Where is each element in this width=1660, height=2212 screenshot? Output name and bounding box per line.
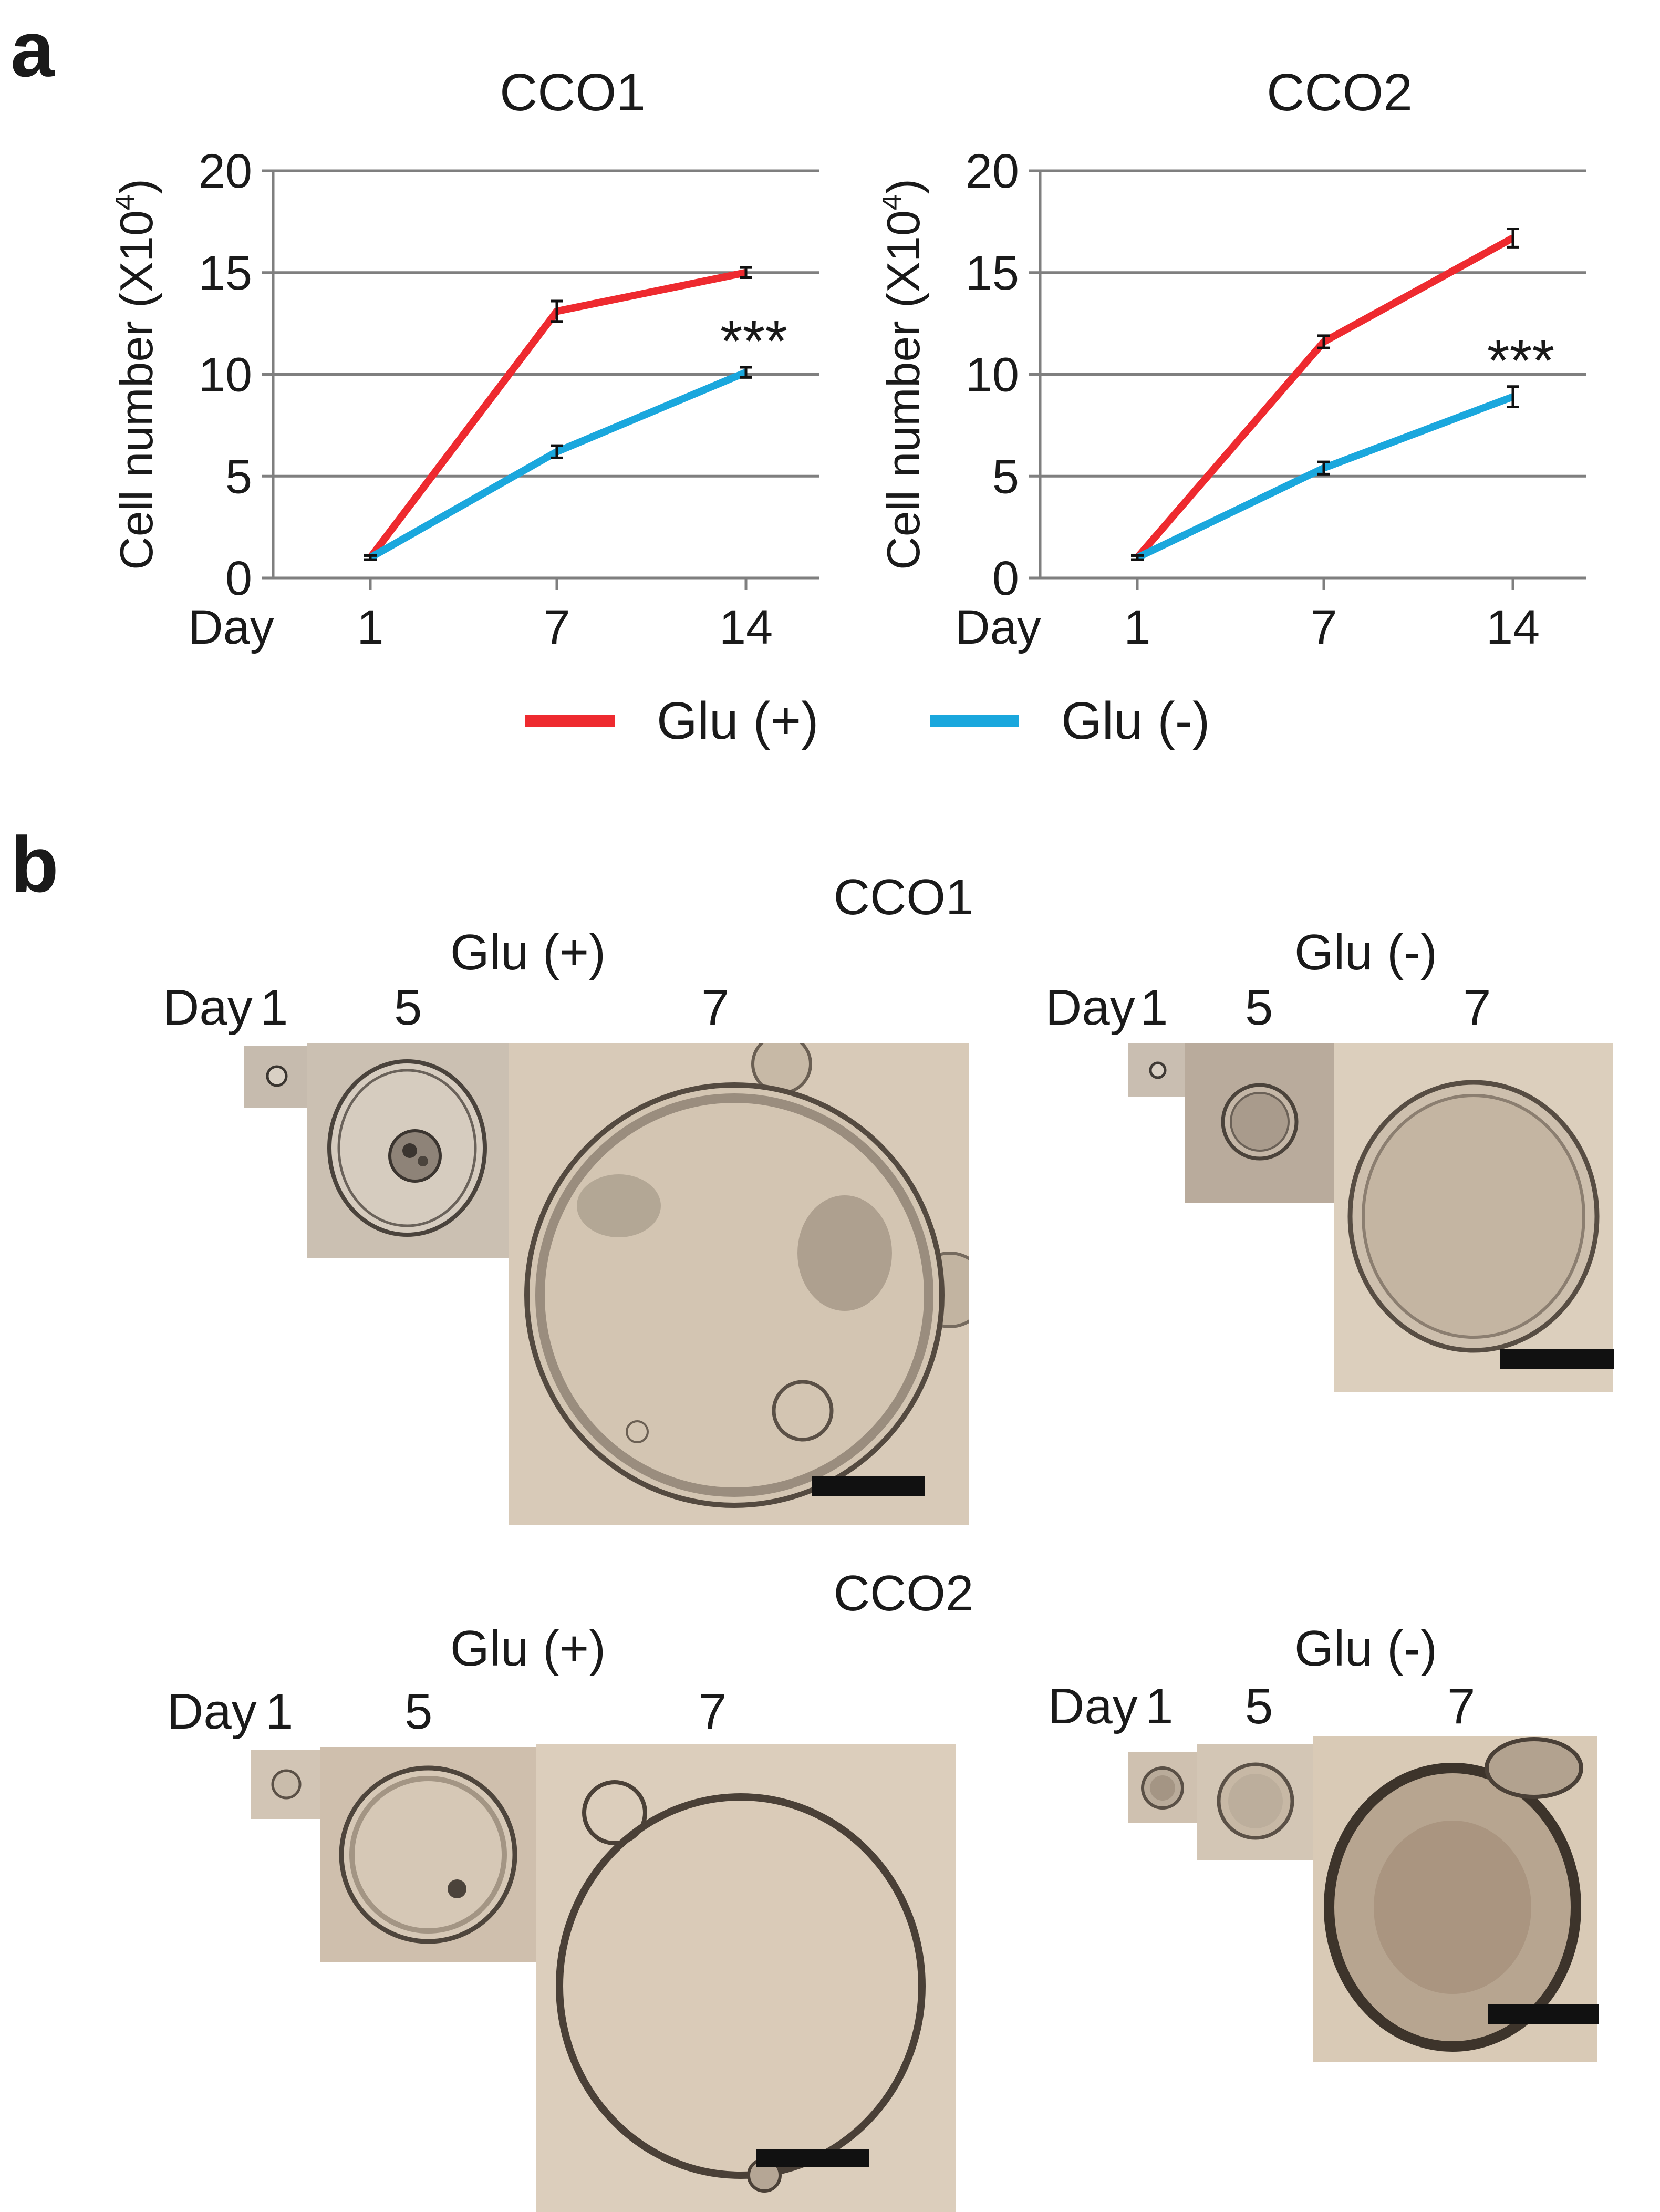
micrograph-cco2-glu-plus-day5: [320, 1747, 536, 1962]
scale-bar-cco2-glu-plus: [756, 2149, 869, 2167]
legend-label-glu-minus: Glu (-): [1061, 691, 1210, 750]
legend-swatch-glu-plus: [525, 715, 615, 727]
cco1-glu-plus-day-label: Day: [163, 979, 253, 1036]
cco2-glu-plus-title: Glu (+): [450, 1620, 606, 1677]
micrograph-cco2-glu-minus-day7: [1313, 1736, 1597, 2062]
chart-title: CCO2: [1267, 63, 1413, 122]
y-tick-label: 20: [199, 144, 252, 198]
cco1-title: CCO1: [833, 869, 974, 925]
cco2-glu-minus-day-label: Day: [1048, 1678, 1138, 1734]
significance-marker: ***: [1487, 328, 1554, 393]
chart-title: CCO1: [500, 63, 646, 122]
cco2-glu-plus-day-label: Day: [167, 1683, 257, 1740]
x-axis-label: Day: [188, 601, 274, 654]
cco2-glu-plus-day7: 7: [699, 1683, 727, 1740]
micrograph-cco1-glu-minus-day5: [1185, 1043, 1335, 1203]
legend-swatch-glu-minus: [930, 715, 1019, 727]
micrograph-cco2-glu-minus-day5: [1197, 1744, 1315, 1860]
y-tick-label: 5: [225, 450, 252, 503]
y-tick-label: 15: [199, 246, 252, 300]
cco2-glu-plus-day1: 1: [265, 1683, 294, 1740]
micrograph-cco2-glu-minus-day1: [1128, 1752, 1197, 1823]
micrograph-cco1-glu-plus-day7: [509, 1043, 969, 1525]
y-tick-label: 0: [225, 552, 252, 605]
x-tick-label: 7: [543, 601, 570, 654]
scale-bar-cco2-glu-minus: [1488, 2004, 1599, 2024]
x-tick-label: 1: [357, 601, 383, 654]
cco1-glu-plus-day7: 7: [701, 979, 730, 1036]
y-tick-label: 15: [966, 246, 1019, 300]
y-axis-label: Cell number (X104): [116, 179, 162, 570]
cco1-glu-plus-day1: 1: [260, 979, 288, 1036]
cco2-glu-minus-day7: 7: [1447, 1678, 1476, 1734]
micrograph-cco1-glu-plus-day1: [244, 1046, 310, 1108]
x-tick-label: 14: [1486, 601, 1540, 654]
cco2-glu-minus-title: Glu (-): [1294, 1620, 1437, 1677]
cco1-glu-minus-day7: 7: [1463, 979, 1491, 1036]
scale-bar-cco1-glu-minus: [1500, 1349, 1614, 1369]
x-tick-label: 14: [719, 601, 773, 654]
y-tick-label: 20: [966, 144, 1019, 198]
panel-b-label: b: [11, 820, 59, 908]
cco2-glu-minus-day1: 1: [1145, 1678, 1174, 1734]
cco1-glu-plus-title: Glu (+): [450, 924, 606, 980]
cco1-glu-minus-day-label: Day: [1045, 979, 1135, 1036]
y-axis-label: Cell number (X104): [883, 179, 929, 570]
y-tick-label: 10: [966, 348, 1019, 402]
legend-label-glu-plus: Glu (+): [657, 691, 819, 750]
series-line-glu-minus: [368, 369, 748, 561]
micrograph-cco1-glu-minus-day7: [1334, 1043, 1613, 1392]
y-tick-label: 0: [992, 552, 1019, 605]
cco2-title: CCO2: [833, 1565, 974, 1621]
cco1-glu-minus-day5: 5: [1245, 979, 1273, 1036]
x-tick-label: 7: [1310, 601, 1337, 654]
scale-bar-cco1-glu-plus: [812, 1476, 925, 1496]
x-axis-label: Day: [955, 601, 1041, 654]
micrograph-cco2-glu-plus-day1: [251, 1750, 322, 1819]
y-tick-label: 5: [992, 450, 1019, 503]
cco1-glu-minus-day1: 1: [1140, 979, 1168, 1036]
micrograph-cco2-glu-plus-day7: [536, 1744, 956, 2212]
cco2-glu-plus-day5: 5: [404, 1683, 433, 1740]
panel-a-label: a: [11, 5, 55, 93]
x-tick-label: 1: [1124, 601, 1150, 654]
cco1-glu-plus-day5: 5: [394, 979, 422, 1036]
cco1-glu-minus-title: Glu (-): [1294, 924, 1437, 980]
significance-marker: ***: [720, 309, 787, 374]
series-line-glu-plus: [1134, 234, 1515, 560]
micrograph-cco1-glu-plus-day5: [307, 1043, 510, 1258]
cco2-glu-minus-day5: 5: [1245, 1678, 1273, 1734]
legend: Glu (+) Glu (-): [525, 683, 1261, 762]
y-tick-label: 10: [199, 348, 252, 402]
micrograph-cco1-glu-minus-day1: [1128, 1043, 1187, 1097]
